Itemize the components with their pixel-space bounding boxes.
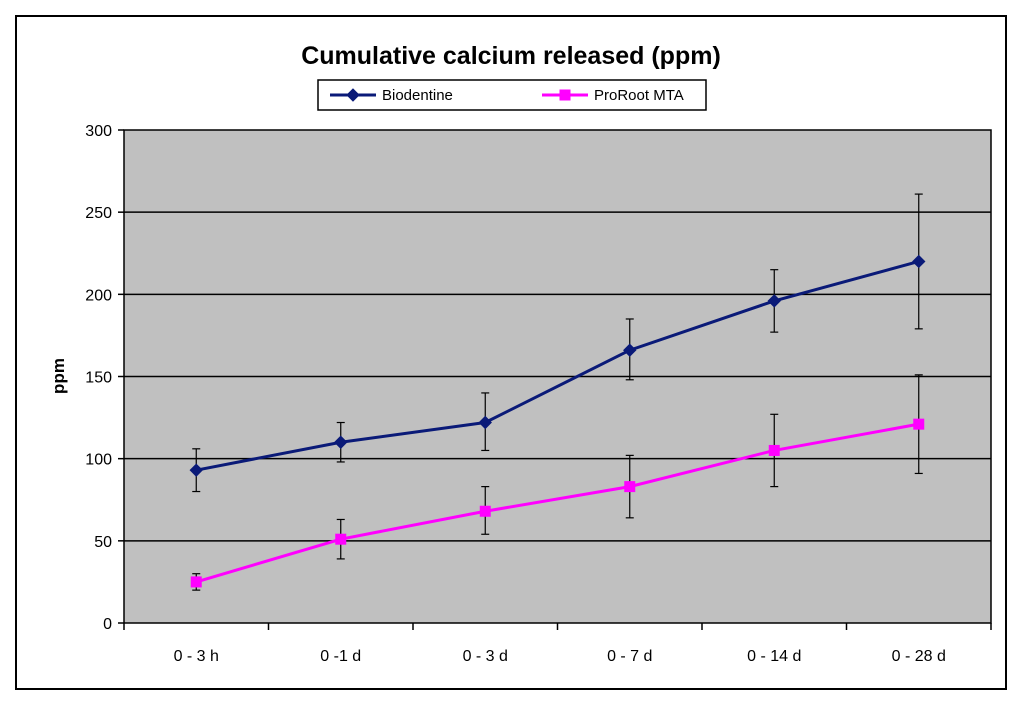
x-tick-label: 0 - 28 d	[892, 648, 946, 665]
x-tick-label: 0 - 3 h	[174, 648, 219, 665]
y-tick-label: 0	[103, 616, 112, 633]
legend-marker	[346, 88, 360, 102]
x-axis: 0 - 3 h 0 -1 d 0 - 3 d 0 - 7 d 0 - 14 d 0 - 2…	[123, 623, 992, 665]
y-tick-label: 250	[85, 205, 112, 222]
gridlines	[124, 211, 991, 542]
data-point	[190, 576, 202, 588]
data-point	[189, 463, 203, 477]
legend-box	[317, 79, 707, 111]
data-point	[623, 343, 637, 357]
series-line	[195, 422, 920, 584]
series-line	[195, 260, 920, 472]
legend-label: Biodentine	[382, 87, 453, 104]
data-point	[912, 254, 926, 269]
data-point	[335, 533, 347, 545]
y-tick-label: 100	[85, 452, 112, 469]
chart-title: Cumulative calcium released (ppm)	[301, 42, 721, 70]
y-tick-label: 150	[85, 370, 112, 387]
series-1	[189, 193, 926, 493]
y-tick-label: 200	[85, 287, 112, 304]
data-point	[478, 415, 492, 430]
x-tick-label: 0 - 3 d	[463, 648, 508, 665]
data-point	[624, 481, 636, 493]
y-tick-label: 300	[85, 123, 112, 140]
y-axis-label: ppm	[49, 358, 68, 394]
x-tick-label: 0 -1 d	[320, 648, 361, 665]
legend-label: ProRoot MTA	[594, 87, 684, 104]
data-point	[334, 435, 348, 449]
x-tick-label: 0 - 14 d	[747, 648, 801, 665]
data-point	[768, 444, 780, 456]
legend-marker	[559, 89, 571, 101]
data-point	[913, 418, 925, 430]
series-2	[190, 374, 925, 591]
y-tick-label: 50	[94, 534, 112, 551]
data-point	[767, 294, 781, 308]
x-tick-label: 0 - 7 d	[607, 648, 652, 665]
data-point	[479, 505, 491, 517]
series-layer	[189, 193, 926, 591]
legend: Biodentine ProRoot MTA	[317, 79, 707, 111]
y-axis: 0 50 100 150 200 250 300	[85, 123, 124, 633]
